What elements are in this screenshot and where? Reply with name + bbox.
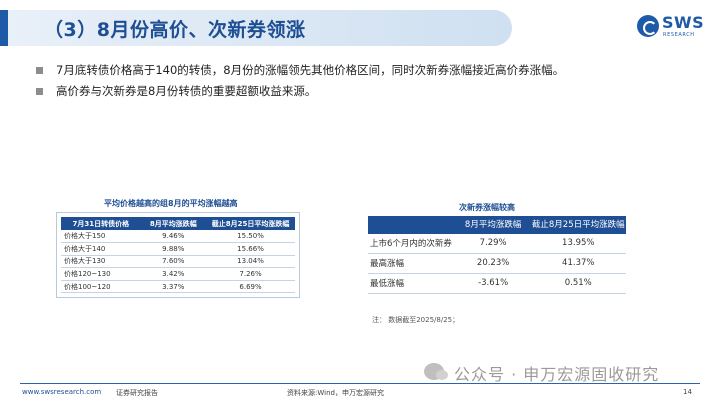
- column-header: [368, 216, 456, 233]
- sws-logo: SWS RESEARCH: [637, 13, 707, 41]
- table-cell: 3.37%: [140, 280, 207, 294]
- footer-source: 资料来源:Wind，申万宏源研究: [287, 389, 384, 397]
- price-group-table: 7月31日转债价格 8月平均涨跌幅 截止8月25日平均涨跌幅 价格大于150 9…: [61, 217, 295, 294]
- title-bar: [0, 10, 512, 46]
- table-cell: 41.37%: [530, 253, 626, 274]
- column-header: 截止8月25日平均涨跌幅: [530, 216, 626, 233]
- table-cell: -3.61%: [455, 273, 531, 294]
- left-table-caption: 平均价格越高的组8月的平均涨幅越高: [104, 199, 238, 208]
- page-number: 14: [683, 388, 692, 396]
- bullet-item: 高价券与次新券是8月份转债的重要超额收益来源。: [36, 81, 696, 102]
- table-cell: 最低涨幅: [368, 273, 456, 294]
- column-header: 8月平均涨跌幅: [455, 216, 531, 233]
- table-cell: 7.29%: [455, 232, 531, 254]
- table-cell: 价格100~120: [61, 280, 141, 294]
- table-cell: 3.42%: [140, 267, 207, 281]
- sws-logo-icon: [637, 15, 659, 37]
- table-cell: 15.66%: [206, 242, 295, 256]
- logo-subtext: RESEARCH: [663, 32, 695, 38]
- data-note: 注： 数据截至2025/8/25；: [372, 316, 460, 324]
- table-row: 最低涨幅 -3.61% 0.51%: [368, 273, 626, 294]
- table-row: 价格大于140 9.88% 15.66%: [61, 242, 295, 256]
- column-header: 8月平均涨跌幅: [140, 217, 207, 230]
- table-cell: 15.50%: [206, 230, 295, 244]
- table-header-row: 7月31日转债价格 8月平均涨跌幅 截止8月25日平均涨跌幅: [61, 217, 295, 230]
- table-cell: 9.88%: [140, 242, 207, 256]
- table-cell: 价格大于140: [61, 242, 141, 256]
- footer-website-link[interactable]: www.swsresearch.com: [22, 388, 102, 396]
- table-cell: 13.95%: [530, 232, 626, 254]
- table-cell: 价格大于130: [61, 255, 141, 269]
- table-row: 价格120~130 3.42% 7.26%: [61, 267, 295, 281]
- right-table-panel: 8月平均涨跌幅 截止8月25日平均涨跌幅 上市6个月内的次新券 7.29% 13…: [368, 216, 626, 294]
- bullet-text: 7月底转债价格高于140的转债，8月份的涨幅领先其他价格区间，同时次新券涨幅接近…: [56, 63, 565, 77]
- table-row: 最高涨幅 20.23% 41.37%: [368, 253, 626, 274]
- table-cell: 9.46%: [140, 230, 207, 244]
- table-cell: 6.69%: [206, 280, 295, 294]
- footer-divider: [20, 383, 700, 384]
- left-table-panel: 7月31日转债价格 8月平均涨跌幅 截止8月25日平均涨跌幅 价格大于150 9…: [56, 212, 300, 298]
- table-cell: 0.51%: [530, 273, 626, 294]
- table-row: 价格大于130 7.60% 13.04%: [61, 255, 295, 269]
- table-cell: 价格大于150: [61, 230, 141, 244]
- bullet-text: 高价券与次新券是8月份转债的重要超额收益来源。: [56, 84, 317, 98]
- right-table-caption: 次新券涨幅较高: [459, 203, 515, 212]
- table-cell: 7.26%: [206, 267, 295, 281]
- table-cell: 价格120~130: [61, 267, 141, 281]
- table-row: 上市6个月内的次新券 7.29% 13.95%: [368, 232, 626, 254]
- table-cell: 20.23%: [455, 253, 531, 274]
- wechat-icon: [424, 363, 448, 380]
- table-header-row: 8月平均涨跌幅 截止8月25日平均涨跌幅: [368, 216, 626, 233]
- column-header: 7月31日转债价格: [61, 217, 141, 230]
- page-title: （3）8月份高价、次新券领涨: [44, 19, 306, 41]
- new-bond-table: 8月平均涨跌幅 截止8月25日平均涨跌幅 上市6个月内的次新券 7.29% 13…: [368, 216, 626, 294]
- table-cell: 上市6个月内的次新券: [368, 232, 456, 254]
- bullet-item: 7月底转债价格高于140的转债，8月份的涨幅领先其他价格区间，同时次新券涨幅接近…: [36, 60, 696, 81]
- title-accent: [0, 10, 8, 46]
- table-cell: 7.60%: [140, 255, 207, 269]
- table-row: 价格大于150 9.46% 15.50%: [61, 230, 295, 244]
- watermark-text: 公众号 · 申万宏源固收研究: [454, 365, 660, 384]
- square-bullet-icon: [36, 88, 43, 95]
- footer-report-label: 证券研究报告: [116, 389, 158, 397]
- column-header: 截止8月25日平均涨跌幅: [206, 217, 295, 230]
- table-cell: 最高涨幅: [368, 253, 456, 274]
- bullet-list: 7月底转债价格高于140的转债，8月份的涨幅领先其他价格区间，同时次新券涨幅接近…: [36, 60, 696, 102]
- wechat-watermark: 公众号 · 申万宏源固收研究: [424, 360, 704, 384]
- table-cell: 13.04%: [206, 255, 295, 269]
- logo-text: SWS: [662, 13, 705, 32]
- square-bullet-icon: [36, 67, 43, 74]
- table-row: 价格100~120 3.37% 6.69%: [61, 280, 295, 294]
